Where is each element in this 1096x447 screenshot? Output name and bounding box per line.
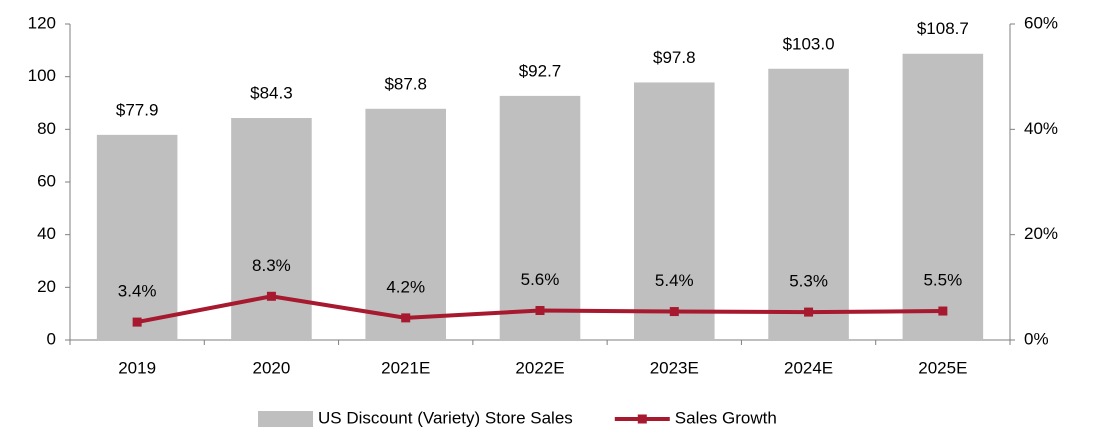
bar: [499, 95, 581, 340]
bar-value-label: $108.7: [917, 19, 969, 38]
bar-value-label: $84.3: [250, 83, 293, 102]
line-value-label: 5.3%: [789, 272, 828, 291]
y2-tick-label: 40%: [1024, 119, 1058, 138]
line-marker: [401, 313, 411, 323]
line-value-label: 4.2%: [386, 277, 425, 296]
line-marker: [938, 306, 948, 316]
bar: [365, 108, 446, 340]
line-marker: [132, 317, 142, 327]
y-tick-label: 80: [37, 119, 56, 138]
x-tick-label: 2021E: [381, 358, 430, 377]
y2-tick-label: 20%: [1024, 224, 1058, 243]
bar-value-label: $92.7: [519, 61, 562, 80]
y-tick-label: 40: [37, 224, 56, 243]
y2-tick-label: 0%: [1024, 329, 1049, 348]
line-marker: [535, 306, 545, 316]
bar-value-label: $77.9: [116, 100, 159, 119]
legend-label: US Discount (Variety) Store Sales: [318, 408, 573, 427]
bar-value-label: $103.0: [783, 34, 835, 53]
y-tick-label: 120: [28, 13, 56, 32]
bar: [768, 68, 849, 341]
y-tick-label: 0: [47, 329, 56, 348]
bar-value-label: $87.8: [384, 74, 427, 93]
line-marker: [266, 291, 276, 301]
y-tick-label: 100: [28, 66, 56, 85]
bar: [902, 53, 984, 341]
y-tick-label: 20: [37, 277, 56, 296]
line-value-label: 5.5%: [923, 271, 962, 290]
bar: [634, 82, 715, 341]
legend-marker: [637, 414, 647, 424]
x-tick-label: 2019: [118, 358, 156, 377]
line-marker: [669, 307, 679, 317]
x-tick-label: 2020: [253, 358, 291, 377]
line-marker: [804, 307, 814, 317]
legend-label: Sales Growth: [675, 408, 777, 427]
line-value-label: 3.4%: [118, 282, 157, 301]
x-tick-label: 2022E: [515, 358, 564, 377]
bar: [231, 118, 312, 340]
line-value-label: 8.3%: [252, 256, 291, 275]
line-value-label: 5.4%: [655, 271, 694, 290]
bar: [96, 134, 178, 340]
legend-swatch: [258, 411, 313, 427]
bar-value-label: $97.8: [653, 48, 696, 67]
x-tick-label: 2023E: [650, 358, 699, 377]
y2-tick-label: 60%: [1024, 13, 1058, 32]
line-value-label: 5.6%: [521, 270, 560, 289]
x-tick-label: 2024E: [784, 358, 833, 377]
x-tick-label: 2025E: [918, 358, 967, 377]
y-tick-label: 60: [37, 171, 56, 190]
